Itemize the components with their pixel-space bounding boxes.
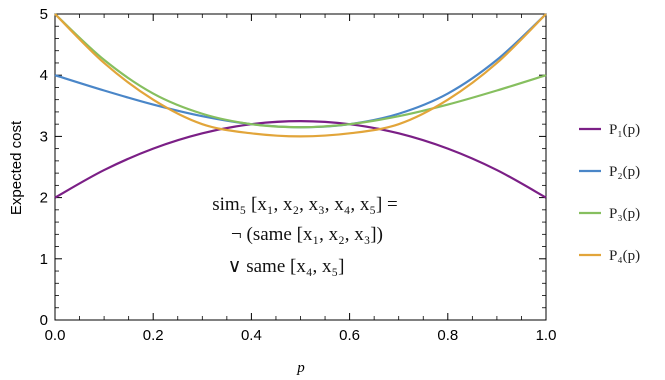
series-line-p2 (54, 13, 547, 129)
series-line-p3 (54, 13, 547, 129)
formula-line-3: ∨ same [x₄, x₅] (228, 256, 345, 277)
y-tick-label: 0 (40, 312, 48, 329)
formula-annotation: sim₅ [x₁, x₂, x₃, x₄, x₅] = ¬ (same [x₁,… (212, 194, 398, 277)
x-tick-label: 0.0 (45, 327, 66, 344)
series-line-p4 (54, 13, 547, 138)
y-tick-label: 2 (40, 190, 48, 207)
x-tick-label: 0.2 (143, 327, 164, 344)
y-axis-label: Expected cost (8, 120, 25, 215)
legend-label-p3: P₃(p) (609, 206, 640, 222)
x-axis-label: p (296, 360, 305, 376)
legend-label-p1: P₁(p) (609, 122, 640, 138)
y-tick-label: 5 (40, 6, 48, 23)
axis-ticks: 0.0 0.2 0.4 0.6 0.8 1.0 0 1 2 3 4 5 (40, 6, 557, 344)
legend: P₁(p) P₂(p) P₃(p) P₄(p) (579, 122, 640, 264)
series-lines (54, 13, 547, 199)
y-tick-label: 4 (40, 67, 48, 84)
y-tick-label: 3 (40, 128, 48, 145)
x-tick-label: 0.4 (241, 327, 262, 344)
x-tick-label: 0.8 (437, 327, 458, 344)
y-tick-label: 1 (40, 251, 48, 268)
x-tick-label: 0.6 (339, 327, 360, 344)
x-tick-label: 1.0 (536, 327, 557, 344)
formula-line-2: ¬ (same [x₁, x₂, x₃]) (231, 224, 383, 245)
legend-label-p4: P₄(p) (609, 248, 640, 264)
legend-label-p2: P₂(p) (609, 164, 640, 180)
series-line-p1 (54, 120, 547, 199)
formula-line-1: sim₅ [x₁, x₂, x₃, x₄, x₅] = (212, 194, 398, 215)
